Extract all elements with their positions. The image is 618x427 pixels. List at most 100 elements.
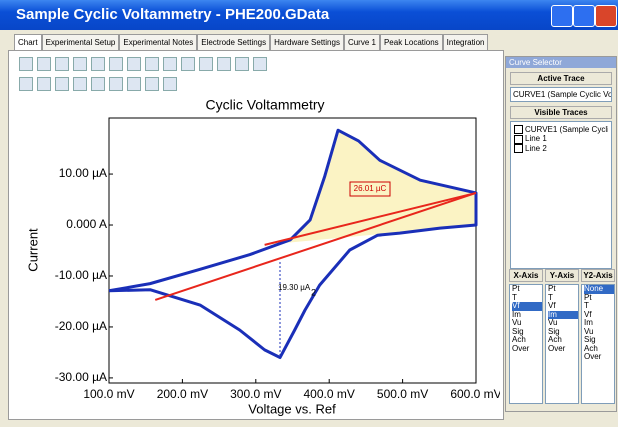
tool-icon[interactable] xyxy=(163,57,177,71)
axis-item[interactable]: Pt xyxy=(584,292,592,302)
tool-icon[interactable] xyxy=(37,77,51,91)
tool-icon[interactable] xyxy=(217,57,231,71)
annotation: 26.01 µC xyxy=(354,184,387,193)
baseline xyxy=(154,191,477,301)
axis-item[interactable]: Vu xyxy=(584,326,594,336)
tab[interactable]: Electrode Settings xyxy=(197,34,271,50)
tool-icon[interactable] xyxy=(109,77,123,91)
axis-list-box: None Pt T Vf Im Vu Sig Ach Over xyxy=(581,284,615,404)
panel-header: Curve Selector xyxy=(506,57,616,68)
tab[interactable]: Chart xyxy=(14,34,42,50)
x-tick-label: 100.0 mV xyxy=(83,387,134,401)
axis-item[interactable]: Vu xyxy=(548,318,558,327)
x-tick-label: 300.0 mV xyxy=(230,387,281,401)
axis-item[interactable]: Im xyxy=(548,310,578,319)
axis-list: Y-Axis Pt T Vf Im Vu Sig Ach Over xyxy=(545,269,579,404)
axis-item[interactable]: None xyxy=(584,284,614,294)
tool-icon[interactable] xyxy=(37,57,51,71)
minimize-button[interactable] xyxy=(551,5,573,27)
x-tick-label: 200.0 mV xyxy=(157,387,208,401)
axis-list: X-Axis Pt T Vf Im Vu Sig Ach Over xyxy=(509,269,543,404)
trace-row[interactable]: CURVE1 (Sample Cyclic ... xyxy=(514,125,608,135)
tool-icon[interactable] xyxy=(127,57,141,71)
checkbox[interactable] xyxy=(514,125,523,135)
axis-item[interactable]: Im xyxy=(512,309,521,319)
tool-icon[interactable] xyxy=(91,57,105,71)
tool-icon[interactable] xyxy=(199,57,213,71)
tab[interactable]: Experimental Setup xyxy=(41,34,120,50)
trace-row[interactable]: Line 2 xyxy=(514,143,608,154)
y-tick-label: -30.00 µA xyxy=(55,370,107,384)
tool-icon[interactable] xyxy=(109,57,123,71)
tool-icon[interactable] xyxy=(73,57,87,71)
toolbar xyxy=(19,75,177,91)
tool-icon[interactable] xyxy=(163,77,177,91)
axis-item[interactable]: Ach xyxy=(584,343,598,353)
tool-icon[interactable] xyxy=(127,77,141,91)
tab-strip: Chart Experimental Setup Experimental Note… xyxy=(14,34,489,50)
axis-list-box: Pt T Vf Im Vu Sig Ach Over xyxy=(509,284,543,404)
axis-item[interactable]: Ach xyxy=(548,335,562,344)
trace-row[interactable]: Line 1 xyxy=(514,134,608,144)
tool-icon[interactable] xyxy=(55,57,69,71)
axis-item[interactable]: Over xyxy=(512,343,530,353)
annotation-box xyxy=(349,181,391,197)
tool-icon[interactable] xyxy=(181,57,195,71)
annotation: 19.30 µA xyxy=(278,283,311,292)
axis-item[interactable]: Vf xyxy=(584,309,592,319)
axis-item[interactable]: Vf xyxy=(512,301,542,311)
axis-item[interactable]: T xyxy=(548,292,553,302)
tab[interactable]: Curve 1 xyxy=(343,34,380,50)
curve xyxy=(108,128,478,360)
tool-icon[interactable] xyxy=(19,77,33,91)
checkbox[interactable] xyxy=(514,134,523,144)
tool-icon[interactable] xyxy=(235,57,249,71)
axis-item[interactable]: Over xyxy=(548,343,566,353)
active-trace-dropdown[interactable]: CURVE1 (Sample Cyclic Voltar xyxy=(510,87,612,102)
tab[interactable]: Experimental Notes xyxy=(119,34,198,50)
tool-icon[interactable] xyxy=(253,57,267,71)
section-label: Visible Traces xyxy=(510,106,612,119)
axis-item[interactable]: Pt xyxy=(512,284,520,293)
axis-item[interactable]: Sig xyxy=(512,326,524,336)
curve-selector: Curve Selector Active Trace CURVE1 (Samp… xyxy=(505,56,617,412)
title-bar: Sample Cyclic Voltammetry - PHE200.GData xyxy=(0,0,618,30)
section-label: Active Trace xyxy=(510,72,612,85)
y-axis-label: Current xyxy=(25,228,40,272)
chart: Cyclic Voltammetry Voltage vs. Ref Curre… xyxy=(25,97,500,417)
x-tick-label: 600.0 mV xyxy=(450,387,500,401)
axis-list-title: Y2-Axis xyxy=(581,269,615,282)
tool-icon[interactable] xyxy=(91,77,105,91)
axis-item[interactable]: Vf xyxy=(548,301,556,310)
axis-item[interactable]: Vu xyxy=(512,318,522,327)
maximize-button[interactable] xyxy=(573,5,595,27)
chart-title: Cyclic Voltammetry xyxy=(205,97,324,113)
trace-name: Line 2 xyxy=(525,143,547,153)
axis-item[interactable]: T xyxy=(584,301,589,310)
y-tick-label: 10.00 µA xyxy=(59,166,107,180)
trace-name: Line 1 xyxy=(525,134,547,144)
tool-icon[interactable] xyxy=(145,77,159,91)
axis-item[interactable]: Sig xyxy=(584,335,596,344)
tab[interactable]: Integration xyxy=(442,34,489,50)
axis-list-box: Pt T Vf Im Vu Sig Ach Over xyxy=(545,284,579,404)
tab[interactable]: Hardware Settings xyxy=(270,34,344,50)
y-tick-label: 0.000 A xyxy=(66,217,107,231)
axis-item[interactable]: Over xyxy=(584,352,602,361)
axis-item[interactable]: Im xyxy=(584,318,593,327)
annotation: 2 xyxy=(311,287,316,297)
axis-item[interactable]: T xyxy=(512,292,517,302)
tool-icon[interactable] xyxy=(73,77,87,91)
tool-icon[interactable] xyxy=(19,57,33,71)
axis-item[interactable]: Sig xyxy=(548,326,560,336)
tab[interactable]: Peak Locations xyxy=(379,34,443,50)
axis-item[interactable]: Ach xyxy=(512,335,526,344)
close-button[interactable] xyxy=(595,5,617,27)
checkbox[interactable] xyxy=(514,144,523,154)
axis-item[interactable]: Pt xyxy=(548,284,556,293)
toolbar xyxy=(19,55,267,71)
tool-icon[interactable] xyxy=(55,77,69,91)
tool-icon[interactable] xyxy=(145,57,159,71)
